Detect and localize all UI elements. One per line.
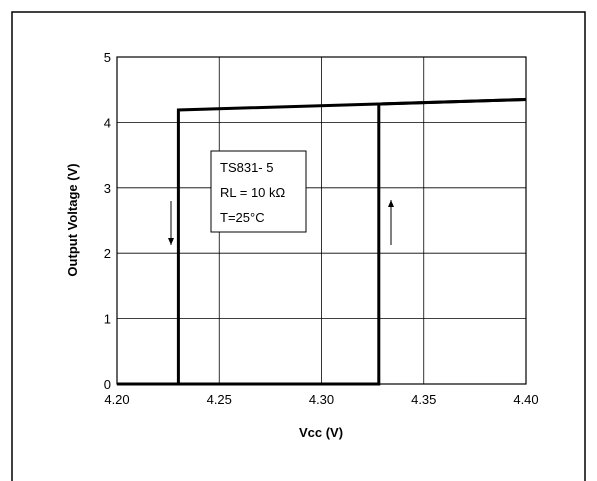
y-tick-label-0: 0	[104, 377, 111, 392]
annotation-line-3: T=25°C	[220, 210, 265, 225]
x-tick-label-2: 4.30	[309, 392, 334, 407]
x-tick-label-1: 4.25	[207, 392, 232, 407]
arrows-group	[168, 200, 394, 245]
y-tick-label-3: 3	[104, 181, 111, 196]
y-axis-title: Output Voltage (V)	[65, 163, 80, 276]
annotation-line-2: RL = 10 kΩ	[220, 185, 286, 200]
x-tick-label-3: 4.35	[411, 392, 436, 407]
arrow-up-head	[388, 200, 394, 207]
series-group	[117, 98, 527, 386]
annotation-line-1: TS831- 5	[220, 160, 273, 175]
y-tick-label-1: 1	[104, 312, 111, 327]
x-tick-label-0: 4.20	[104, 392, 129, 407]
annotation-box	[210, 150, 307, 233]
x-axis-title: Vcc (V)	[299, 425, 343, 440]
outer-border	[11, 11, 586, 481]
arrow-down-head	[168, 238, 174, 245]
y-tick-label-2: 2	[104, 246, 111, 261]
y-tick-label-4: 4	[104, 115, 111, 130]
x-tick-label-4: 4.40	[513, 392, 538, 407]
y-tick-label-5: 5	[104, 50, 111, 65]
tick-labels: 4.20 4.25 4.30 4.35 4.40 0 1 2 3 4 5	[104, 50, 539, 407]
series-line-1	[117, 98, 527, 386]
